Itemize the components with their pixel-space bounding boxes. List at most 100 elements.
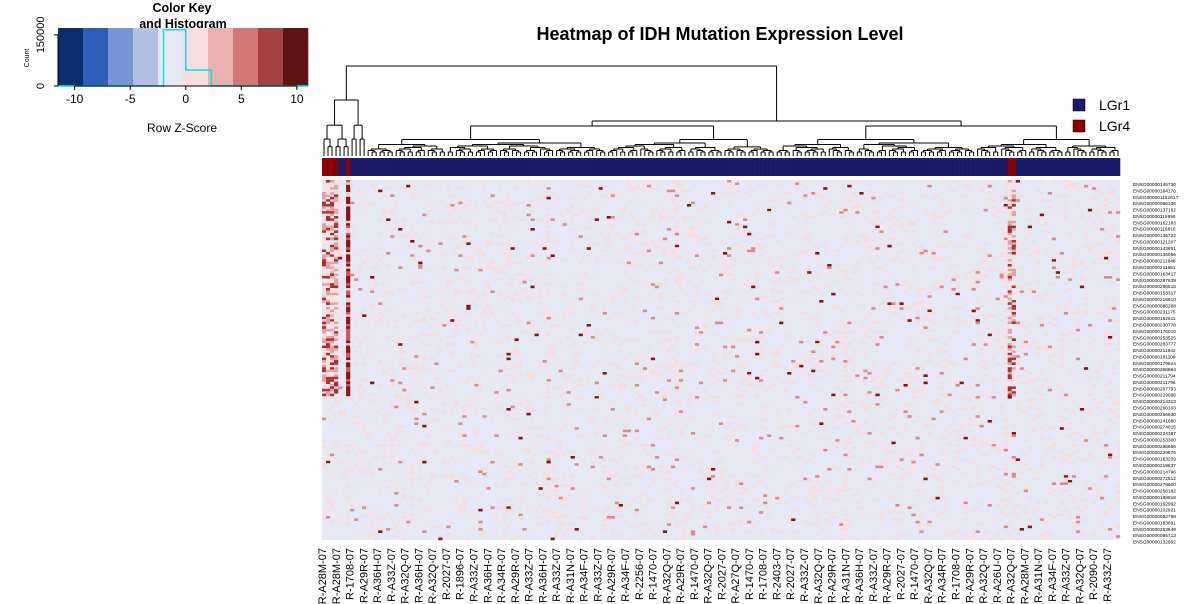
heatmap-cell [1015,285,1020,289]
heatmap-cell [466,444,471,447]
heatmap-cell [334,290,339,293]
heatmap-cell [330,288,335,291]
heatmap-cell [907,307,912,310]
heatmap-cell [626,408,631,411]
heatmap-cell [779,364,784,368]
heatmap-cell [666,338,672,341]
heatmap-cell [326,194,331,197]
heatmap-cell [995,468,1000,471]
heatmap-cell [1007,336,1012,339]
heatmap-cell [570,228,575,231]
column-group-cell [658,158,664,176]
heatmap-cell [442,254,447,257]
heatmap-cell [450,412,455,416]
heatmap-cell [891,208,896,212]
heatmap-cell [694,350,700,353]
heatmap-cell [931,312,936,315]
heatmap-cell [322,321,327,325]
heatmap-cell [759,384,764,387]
heatmap-cell [354,324,359,327]
heatmap-cell [502,532,507,536]
heatmap-cell [767,434,772,437]
heatmap-cell [763,516,768,519]
heatmap-cell [398,398,403,401]
heatmap-cell [330,340,335,344]
heatmap-cell [1007,321,1012,325]
heatmap-cell [334,364,339,368]
heatmap-cell [330,182,335,185]
heatmap-cell [975,506,980,509]
heatmap-cell [714,276,720,279]
column-group-cell [943,158,948,176]
heatmap-cell [879,381,884,385]
heatmap-cell [494,403,499,406]
heatmap-cell [879,518,884,521]
heatmap-cell [686,403,692,406]
heatmap-cell [674,244,680,248]
heatmap-cell [843,528,848,531]
column-group-cell [795,158,800,176]
heatmap-cell [823,511,828,514]
heatmap-cell [731,528,736,531]
heatmap-cell [662,489,668,493]
heatmap-cell [534,441,539,445]
heatmap-cell [346,300,351,303]
heatmap-cell [735,307,740,310]
heatmap-cell [911,513,916,517]
heatmap-cell [338,254,343,257]
heatmap-cell [610,468,615,471]
heatmap-cell [847,400,852,404]
heatmap-cell [843,482,848,485]
heatmap-cell [843,453,848,457]
heatmap-cell [374,537,379,541]
heatmap-cell [991,396,996,399]
heatmap-cell [342,393,347,397]
heatmap-cell [887,302,892,305]
heatmap-cell [1011,360,1016,363]
heatmap-cell [382,345,387,349]
heatmap-cell [394,525,399,529]
heatmap-cell [706,393,712,397]
heatmap-cell [819,448,824,452]
heatmap-cell [538,427,543,430]
heatmap-cell [346,225,351,229]
heatmap-cell [939,492,944,495]
heatmap-cell [386,321,391,325]
heatmap-cell [835,307,840,310]
heatmap-cell [855,180,860,183]
column-group-cell [594,158,599,176]
heatmap-cell [346,352,351,356]
heatmap-cell [939,364,944,368]
heatmap-cell [967,187,972,190]
heatmap-cell [1007,223,1012,226]
heatmap-cell [755,475,760,478]
heatmap-cell [935,463,940,466]
heatmap-cell [723,242,728,245]
heatmap-cell [434,525,439,529]
heatmap-cell [510,475,515,478]
heatmap-cell [883,422,888,425]
heatmap-cell [843,324,848,327]
heatmap-cell [386,309,391,313]
heatmap-cell [518,218,523,221]
heatmap-cell [322,230,327,233]
heatmap-cell [578,408,583,411]
heatmap-cell [867,249,872,253]
heatmap-cell [638,532,644,536]
heatmap-cell [943,499,948,502]
column-group-cell [466,158,471,176]
heatmap-cell [803,196,808,200]
column-group-cell [626,158,632,176]
heatmap-cell [1011,393,1016,397]
heatmap-cell [422,280,427,284]
heatmap-cell [887,180,892,183]
heatmap-cell [542,194,547,197]
heatmap-cell [482,309,487,313]
heatmap-cell [422,508,427,512]
heatmap-cell [414,367,419,370]
heatmap-cell [390,405,395,409]
heatmap-cell [991,268,996,272]
heatmap-cell [815,194,820,197]
heatmap-cell [987,199,992,202]
heatmap-cell [907,381,912,385]
